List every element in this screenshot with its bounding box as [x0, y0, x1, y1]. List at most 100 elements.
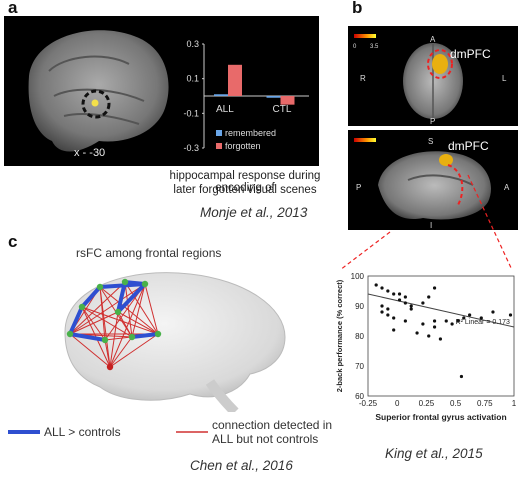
network-edge-red	[124, 281, 133, 338]
bar-category-label: CTL	[273, 104, 292, 115]
hippocampus-roi-circle	[81, 89, 111, 119]
bar-remembered-ALL	[214, 94, 228, 96]
network-node	[66, 330, 74, 338]
scatter-x-tick-label: 0.75	[477, 399, 493, 408]
bar-chart: 0.3 0.1 -0.1 -0.3 ALL CTL remembered forgotten	[183, 39, 309, 153]
bar-category-label: ALL	[216, 104, 234, 115]
bar-forgotten-ALL	[228, 64, 242, 96]
panel-a-caption-line1: hippocampal response during encoding of	[169, 170, 321, 194]
slice-label: x - -30	[74, 147, 105, 159]
bar-y-tick-label: -0.1	[183, 108, 199, 118]
connectivity-brain-figure	[64, 272, 286, 412]
scatter-point	[508, 313, 513, 317]
scatter-point	[468, 313, 472, 317]
region-label-axial: dmPFC	[450, 47, 491, 61]
panel-c-title: rsFC among frontal regions	[76, 246, 222, 260]
scatter-y-tick-label: 80	[355, 332, 364, 341]
legend-blue-swatch	[8, 430, 40, 434]
network-node	[121, 278, 129, 286]
scatter-y-tick-label: 60	[355, 392, 364, 401]
sagittal-label-inferior: I	[430, 221, 432, 230]
network-edge-red	[109, 336, 133, 368]
axial-label-anterior: A	[430, 35, 436, 44]
scatter-x-tick-label: 0	[395, 399, 400, 408]
panel-a-letter: a	[8, 0, 18, 17]
scatter-point	[403, 295, 407, 299]
panel-a-caption-line2: later forgotten visual scenes	[173, 184, 317, 196]
network-edge-red	[117, 311, 159, 335]
network-node	[101, 336, 109, 344]
panel-b-sagittal-figure: S I P A dmPFC	[348, 130, 518, 230]
sagittal-mri-image: x - -30 0.3 0.1 -0.1 -0.3 ALL CTL remembered fo…	[28, 30, 309, 159]
scatter-x-tick-label: 0.5	[450, 399, 462, 408]
scatter-point	[380, 310, 384, 314]
network-edge-red	[131, 283, 146, 338]
network-node	[128, 333, 136, 341]
scatter-point	[397, 298, 402, 302]
network-edge-red	[81, 306, 159, 335]
scatter-point	[491, 310, 495, 314]
scatter-point	[386, 307, 390, 311]
network-edge-blue	[68, 305, 84, 336]
scatter-point	[409, 304, 413, 308]
scatter-y-tick-label: 90	[355, 302, 364, 311]
bar-legend-label-forgotten: forgotten	[225, 141, 261, 151]
network-edge-red	[69, 311, 119, 335]
scatter-point	[374, 283, 378, 287]
bar-legend-swatch-forgotten	[216, 143, 222, 149]
network-edges	[66, 278, 162, 371]
network-node	[114, 308, 122, 316]
network-node	[78, 303, 86, 311]
scatter-point	[459, 374, 464, 379]
network-edge-red	[117, 311, 133, 338]
panel-b-letter: b	[352, 0, 363, 17]
scatter-point	[392, 328, 396, 332]
network-edge-red	[69, 283, 146, 335]
scatter-point	[432, 286, 437, 290]
scatter-point	[397, 292, 402, 296]
scatter-point	[462, 316, 466, 320]
network-edge-red	[109, 311, 119, 368]
network-node	[96, 283, 104, 291]
network-edge-red	[124, 281, 159, 335]
scatter-plot-area	[367, 275, 515, 397]
scatter-point	[409, 307, 413, 311]
scatter-point	[403, 301, 407, 305]
network-edge-blue	[130, 332, 160, 339]
scatter-point	[380, 286, 384, 290]
scatter-point	[450, 322, 454, 326]
scatter-point	[386, 289, 390, 293]
scatter-point	[403, 319, 407, 323]
scatter-y-tick-label: 100	[351, 272, 365, 281]
axial-label-left: L	[502, 74, 507, 83]
colorbar-max: 3.5	[370, 44, 379, 50]
region-label-sagittal: dmPFC	[448, 139, 489, 153]
scatter-x-tick-label: 1	[512, 399, 517, 408]
network-edge-blue	[68, 332, 107, 342]
bar-legend-swatch-remembered	[216, 130, 222, 136]
axial-label-right: R	[360, 74, 366, 83]
network-node	[141, 280, 149, 288]
panel-a-citation: Monje et al., 2013	[200, 205, 308, 220]
scatter-y-axis-label: 2-back performance (% correct)	[335, 279, 344, 392]
legend-red-label-line1: connection detected in	[212, 418, 333, 432]
panel-c-letter: c	[8, 232, 18, 251]
colorbar	[354, 34, 376, 38]
scatter-x-axis-label: Superior frontal gyrus activation	[375, 412, 506, 422]
network-edge-red	[144, 283, 159, 335]
network-edge-blue	[80, 285, 102, 309]
scatter-point	[432, 319, 437, 323]
bar-legend-label-remembered: remembered	[225, 128, 276, 138]
legend-blue-label: ALL > controls	[44, 425, 121, 439]
scatter-point	[427, 334, 431, 338]
scatter-point	[456, 319, 460, 323]
bar-y-tick-label: 0.1	[186, 74, 199, 84]
bar-y-tick-label: 0.3	[186, 39, 199, 49]
sagittal-label-anterior: A	[504, 183, 510, 192]
bar-y-tick-label: -0.3	[183, 143, 199, 153]
scatter-point	[421, 301, 425, 305]
network-edge-blue	[123, 280, 147, 286]
legend-red-label-line2: ALL but not controls	[212, 432, 319, 446]
scatter-point	[438, 337, 443, 341]
